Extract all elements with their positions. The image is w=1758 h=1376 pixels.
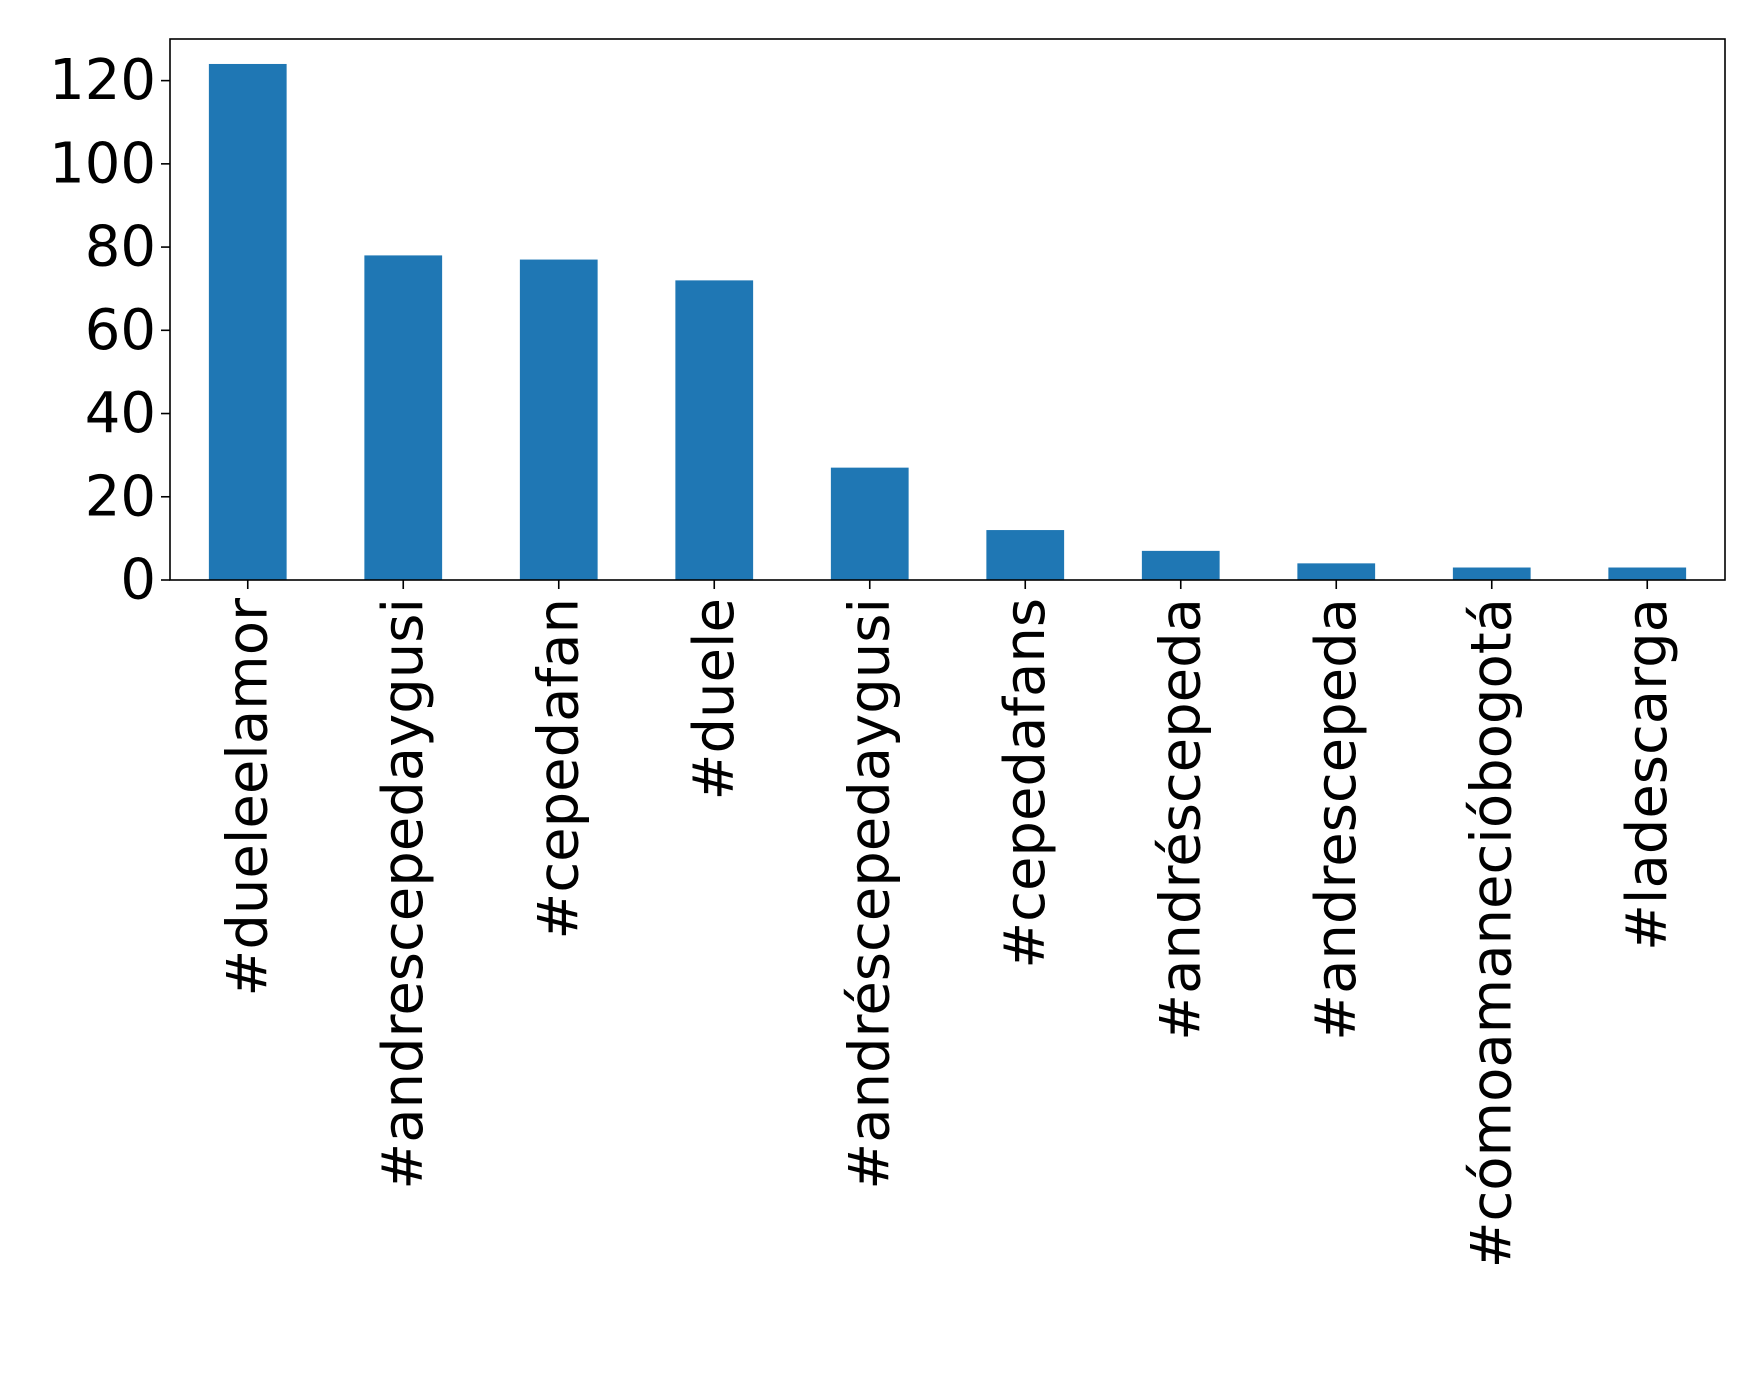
y-tick-label: 60 xyxy=(85,298,156,363)
bar-dueleelamor xyxy=(208,63,287,580)
x-tick-label: #andrescepeda xyxy=(1304,598,1369,1041)
x-tick-label: #ladescarga xyxy=(1615,598,1680,951)
y-tick-label: 80 xyxy=(85,215,156,280)
bar-andrescepedaygusi xyxy=(364,255,443,580)
bar-ladescarga xyxy=(1608,567,1687,580)
x-tick-label: #andréscepeda xyxy=(1148,598,1213,1041)
y-axis: 0 20 40 60 80 100 120 xyxy=(49,48,170,613)
x-axis: #dueleelamor #andrescepedaygusi #cepedafan… xyxy=(215,580,1680,1268)
y-tick-label: 120 xyxy=(49,48,156,113)
bar-andréscepedaygusi xyxy=(830,467,909,580)
y-tick-label: 100 xyxy=(49,131,156,196)
x-tick-label: #cepedafans xyxy=(993,598,1058,969)
y-tick-label: 0 xyxy=(120,548,156,613)
bars-group xyxy=(208,63,1687,580)
x-tick-label: #duele xyxy=(682,598,747,800)
x-tick-label: #cepedafan xyxy=(526,598,591,940)
y-tick-label: 40 xyxy=(85,381,156,446)
x-tick-label: #dueleelamor xyxy=(215,597,280,997)
x-tick-label: #andrescepedaygusi xyxy=(371,598,436,1190)
x-tick-label: #cómoamanecióbogotá xyxy=(1459,598,1524,1268)
bar-andréscepeda xyxy=(1141,550,1220,580)
plot-frame xyxy=(169,38,1726,581)
bar-cómoamanecióbogotá xyxy=(1452,567,1531,580)
bar-andrescepeda xyxy=(1297,563,1376,580)
y-tick-label: 20 xyxy=(85,464,156,529)
bar-cepedafans xyxy=(986,530,1065,580)
x-tick-label: #andréscepedaygusi xyxy=(837,598,902,1190)
bar-cepedafan xyxy=(519,259,598,580)
bar-duele xyxy=(675,280,754,580)
